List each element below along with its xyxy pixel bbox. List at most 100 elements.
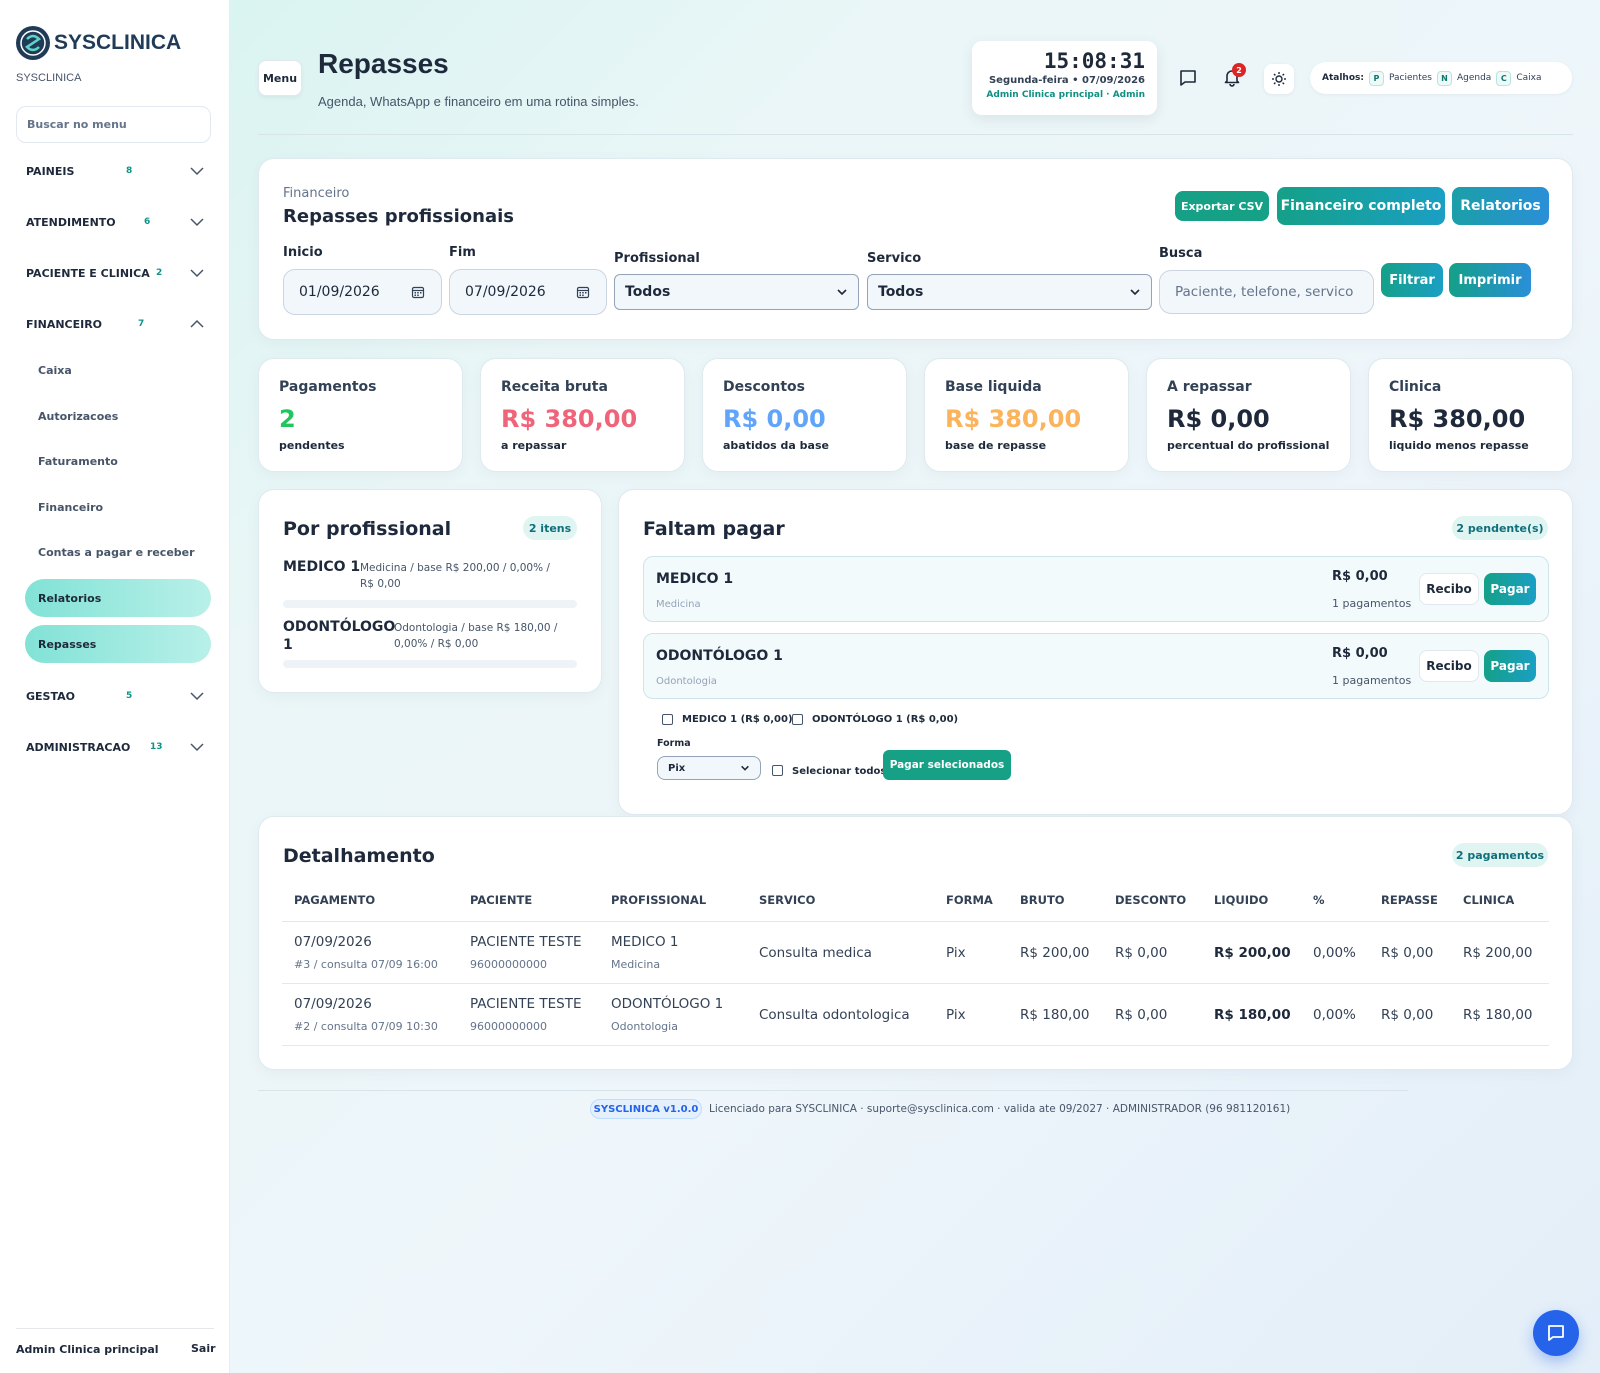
end-label: Fim [449,245,476,260]
pending-badge: 2 pendente(s) [1452,516,1548,540]
pay-button[interactable]: Pagar [1484,650,1536,682]
menu-search-input[interactable]: Buscar no menu [16,106,211,143]
notification-badge: 2 [1232,63,1246,77]
sidebar-user: Admin Clinica principal [16,1343,159,1356]
search-input[interactable]: Paciente, telefone, servico [1159,270,1374,314]
professional-label: Profissional [614,251,700,266]
cell-discount: R$ 0,00 [1115,945,1168,961]
column-header: REPASSE [1381,893,1438,907]
sidebar-item-repasses[interactable]: Repasses [25,625,211,663]
stat-foot: pendentes [279,439,345,452]
export-csv-button[interactable]: Exportar CSV [1175,191,1269,221]
pending-amount: R$ 0,00 [1332,569,1388,584]
calendar-icon[interactable] [576,285,590,299]
method-label: Forma [657,738,691,749]
professional-value: Todos [625,284,671,300]
sidebar-item-autorizacoes[interactable]: Autorizacoes [38,410,119,423]
nav-group-financeiro[interactable]: FINANCEIRO 7 [26,314,206,334]
chat-icon[interactable] [1175,65,1201,91]
filter-card: Financeiro Repasses profissionais Export… [258,158,1573,340]
nav-group-count: 8 [126,166,133,176]
nav-group-count: 13 [150,742,163,752]
nav-group-administracao[interactable]: ADMINISTRACAO 13 [26,737,206,757]
theme-toggle-button[interactable] [1264,64,1294,94]
cell-specialty: Medicina [611,958,661,971]
cell-service: Consulta odontologica [759,1007,910,1023]
calendar-icon[interactable] [411,285,425,299]
cell-phone: 96000000000 [470,958,547,971]
nav-group-paineis[interactable]: PAINEIS 8 [26,161,206,181]
chat-icon [1548,1325,1564,1341]
stat-card: Descontos R$ 0,00 abatidos da base [702,358,907,472]
chevron-up-icon [190,319,204,328]
version-badge: SYSCLINICA v1.0.0 [590,1099,702,1119]
nav-group-paciente-clinica[interactable]: PACIENTE E CLINICA 2 [26,263,206,283]
cell-professional: ODONTÓLOGO 1 [611,996,724,1012]
shortcut-agenda[interactable]: Agenda [1456,73,1492,83]
filter-button[interactable]: Filtrar [1381,263,1443,297]
stat-title: Base liquida [945,379,1042,395]
shortcut-pacientes[interactable]: Pacientes [1388,73,1432,83]
pending-checkbox[interactable] [662,714,673,725]
select-all-checkbox[interactable] [772,765,783,776]
service-select[interactable]: Todos [867,274,1152,310]
pending-checkbox[interactable] [792,714,803,725]
sidebar: SYSCLINICA SYSCLINICA Buscar no menu PAI… [0,0,230,1373]
pay-button[interactable]: Pagar [1484,573,1536,605]
cell-net: R$ 200,00 [1214,945,1291,961]
by-professional-title: Por profissional [283,518,452,540]
receipt-button[interactable]: Recibo [1419,573,1479,605]
stat-foot: base de repasse [945,439,1047,452]
method-select[interactable]: Pix [657,756,761,780]
select-all-label: Selecionar todos [792,766,887,777]
column-header: BRUTO [1020,893,1065,907]
cell-professional: MEDICO 1 [611,934,679,950]
nav-group-count: 5 [126,691,133,701]
reports-button[interactable]: Relatorios [1452,187,1549,225]
sidebar-item-caixa[interactable]: Caixa [38,364,72,377]
pending-card: Faltam pagar 2 pendente(s) MEDICO 1 Medi… [618,489,1573,815]
header-divider [258,134,1573,135]
print-button[interactable]: Imprimir [1449,263,1531,297]
stat-card: Clinica R$ 380,00 liquido menos repasse [1368,358,1573,472]
clock-date: Segunda-feira • 07/09/2026 [988,75,1145,86]
pending-checkbox-label: MEDICO 1 (R$ 0,00) [682,714,793,725]
sun-icon [1272,72,1286,86]
stat-card: Pagamentos 2 pendentes [258,358,463,472]
stat-foot: abatidos da base [723,439,829,452]
shortcut-caixa[interactable]: Caixa [1516,73,1542,83]
stat-card: Receita bruta R$ 380,00 a repassar [480,358,685,472]
shortcuts-label: Atalhos: [1322,73,1364,83]
professional-name: ODONTÓLOGO 1 [283,619,396,653]
start-date-value: 01/09/2026 [299,284,380,300]
end-date-field[interactable]: 07/09/2026 [449,269,607,315]
brand-logo[interactable]: SYSCLINICA [16,26,181,60]
sidebar-item-financeiro[interactable]: Financeiro [38,501,104,514]
chat-fab-button[interactable] [1533,1310,1579,1356]
cell-phone: 96000000000 [470,1020,547,1033]
pay-selected-button[interactable]: Pagar selecionados [883,750,1011,780]
cell-transfer: R$ 0,00 [1381,945,1434,961]
nav-group-label: ADMINISTRACAO [26,740,131,754]
start-date-field[interactable]: 01/09/2026 [283,269,442,315]
full-finance-button[interactable]: Financeiro completo [1277,187,1445,225]
logout-link[interactable]: Sair [191,1342,216,1355]
column-header: % [1313,893,1325,907]
stat-card: A repassar R$ 0,00 percentual do profissio… [1146,358,1351,472]
menu-button[interactable]: Menu [258,60,302,96]
chevron-down-icon [190,743,204,752]
sidebar-item-contas[interactable]: Contas a pagar e receber [38,546,195,559]
sidebar-item-relatorios[interactable]: Relatorios [25,579,211,617]
stat-card: Base liquida R$ 380,00 base de repasse [924,358,1129,472]
receipt-button[interactable]: Recibo [1419,650,1479,682]
cell-net: R$ 180,00 [1214,1007,1291,1023]
pending-item: MEDICO 1 Medicina R$ 0,00 1 pagamentos R… [643,556,1549,622]
sidebar-item-faturamento[interactable]: Faturamento [38,455,118,468]
cell-date: 07/09/2026 [294,996,372,1012]
stat-foot: percentual do profissional [1167,439,1330,452]
by-professional-badge: 2 itens [523,516,577,540]
nav-group-atendimento[interactable]: ATENDIMENTO 6 [26,212,206,232]
professional-select[interactable]: Todos [614,274,859,310]
chevron-down-icon [190,692,204,701]
nav-group-gestao[interactable]: GESTAO 5 [26,686,206,706]
